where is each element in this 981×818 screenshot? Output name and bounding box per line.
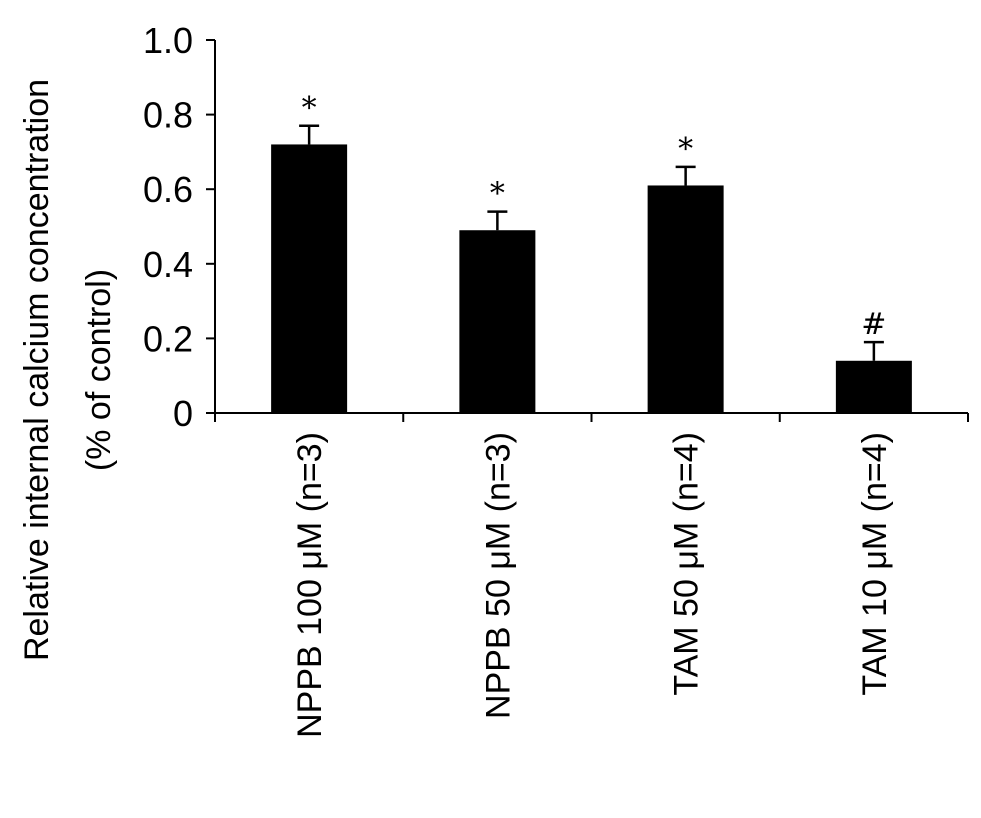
y-tick-label: 0.6 (143, 169, 193, 210)
bar (271, 144, 348, 413)
bar (835, 360, 912, 413)
category-labels: NPPB 100 μM (n=3) NPPB 50 μM (n=3) TAM 50 … (291, 432, 894, 738)
y-tick-label: 0.8 (143, 95, 193, 136)
significance-marker: * (302, 91, 317, 126)
error-bars (299, 124, 884, 361)
y-axis-subtitle: (% of control) (80, 269, 118, 471)
bar (647, 185, 724, 413)
significance-markers: * * * # (302, 91, 887, 342)
category-label: TAM 50 μM (n=4) (668, 432, 706, 696)
category-label: NPPB 100 μM (n=3) (291, 432, 329, 738)
y-tick-label: 0.4 (143, 244, 193, 285)
category-label: TAM 10 μM (n=4) (856, 432, 894, 696)
bars (271, 144, 912, 413)
category-label: NPPB 50 μM (n=3) (479, 432, 517, 719)
y-tick-label: 0.2 (143, 318, 193, 359)
significance-marker: * (490, 177, 505, 212)
y-axis-ticks: 0 0.2 0.4 0.6 0.8 1.0 (143, 20, 215, 434)
significance-marker: # (861, 307, 886, 342)
y-tick-label: 1.0 (143, 20, 193, 61)
y-tick-label: 0 (173, 393, 193, 434)
x-axis-ticks (214, 413, 969, 422)
y-axis-title: Relative internal calcium concentration (18, 79, 56, 661)
bar (459, 230, 536, 413)
significance-marker: * (678, 132, 693, 167)
